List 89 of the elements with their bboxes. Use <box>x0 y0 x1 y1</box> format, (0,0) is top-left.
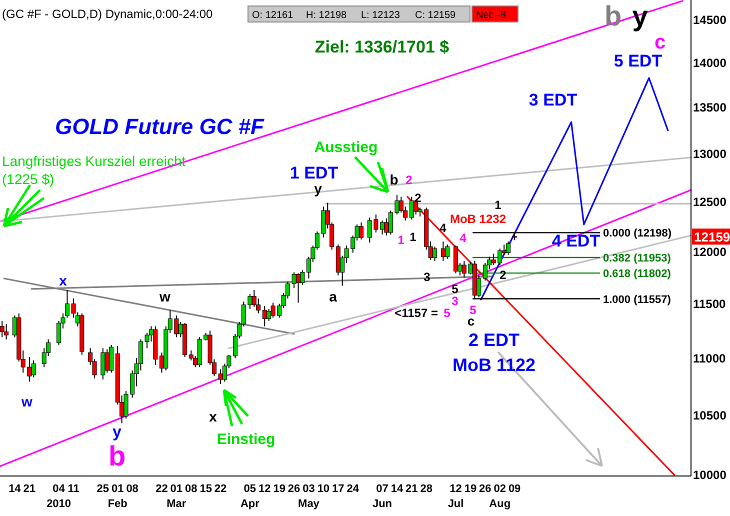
annotation: O: 12161 <box>252 10 294 21</box>
x-tick-label: 15 <box>200 483 212 495</box>
ref-line-label: 0.618 (11802) <box>603 268 672 280</box>
candlestick <box>104 348 110 374</box>
annotation: a <box>329 288 338 305</box>
y-tick-label: 11000 <box>693 351 726 366</box>
x-tick-label: 08 <box>126 483 138 495</box>
ref-line-label: 0.382 (11953) <box>603 252 672 265</box>
annotation: 3 <box>452 294 459 308</box>
annotation: w <box>20 394 33 410</box>
annotation: 5 <box>452 282 459 296</box>
x-tick-label: 19 <box>464 483 477 495</box>
y-tick-label: 14500 <box>693 13 727 28</box>
x-tick-label: 01 Feb <box>108 483 128 510</box>
candlestick <box>100 348 106 380</box>
annotation: GOLD Future GC #F <box>55 114 265 139</box>
x-tick-label: 28 <box>420 483 432 495</box>
annotation: 1 <box>494 198 502 212</box>
annotation: 5 <box>444 306 451 320</box>
x-tick-label: 22 <box>214 483 227 495</box>
x-tick-label: 14 <box>8 483 22 495</box>
x-tick-label: 24 <box>346 483 360 495</box>
y-tick-label: 13000 <box>693 146 727 161</box>
x-tick-label: 26 <box>479 483 492 495</box>
x-tick-label: 25 <box>96 483 110 495</box>
x-tick-label: 12 Jul <box>448 483 464 510</box>
x-tick-label: 21 <box>23 483 36 495</box>
annotation: (1225 $) <box>2 171 54 187</box>
annotation: 1 <box>398 233 405 248</box>
text: (GC #F - GOLD,D) Dynamic,0:00-24:00 <box>2 7 214 21</box>
candlestick <box>31 360 36 378</box>
y-tick-label: 14000 <box>693 56 727 70</box>
annotation: x <box>209 408 218 425</box>
candlestick <box>4 324 9 340</box>
x-tick-label: 26 <box>288 483 300 495</box>
candlestick <box>445 244 450 260</box>
x-tick-label: 19 <box>273 483 286 495</box>
annotation: MoB 1232 <box>450 212 506 226</box>
y-tick-label: 13500 <box>693 100 727 115</box>
annotation: 3 <box>424 270 431 284</box>
y-tick-label: 12000 <box>693 244 727 259</box>
annotation: 2 <box>406 173 413 188</box>
annotation: C: 12159 <box>415 10 456 21</box>
annotation: 3 EDT <box>528 90 578 110</box>
annotation: 5 EDT <box>614 51 663 70</box>
x-tick-label: 22 <box>156 483 168 495</box>
y-tick-label: 11500 <box>693 297 726 311</box>
x-tick-label: 01 Mar <box>166 483 187 510</box>
candlestick <box>109 344 114 374</box>
annotation: y <box>112 424 122 442</box>
x-tick-label: 14 <box>390 483 404 495</box>
candlestick <box>409 196 414 220</box>
annotation: b <box>390 172 398 188</box>
annotation: Einstieg <box>216 430 276 448</box>
ref-line-label: 0.000 (12198) <box>603 228 672 240</box>
annotation: L: 12123 <box>361 10 400 21</box>
x-tick-label: 07 Jun <box>372 483 392 510</box>
annotation: 2 EDT <box>468 330 520 350</box>
annotation: 1 <box>410 230 417 244</box>
annotation: Ausstieg <box>314 138 378 156</box>
annotation: <1157 = <box>394 306 438 320</box>
candlestick <box>0 320 4 338</box>
x-tick-label: 09 <box>508 483 521 495</box>
annotation: 4 <box>460 231 467 246</box>
annotation: 12159 <box>694 230 730 245</box>
x-tick-label: 12 <box>258 483 271 495</box>
annotation: b <box>108 440 126 472</box>
x-tick-label: 08 <box>185 483 198 495</box>
annotation: w <box>158 288 171 305</box>
annotation: MoB 1122 <box>452 354 536 375</box>
annotation: y <box>314 180 322 197</box>
x-tick-label: 05 Apr <box>240 483 260 510</box>
y-tick-label: 10500 <box>693 408 727 422</box>
ref-line-label: 1.000 (11557) <box>603 294 672 306</box>
annotation: x <box>59 272 68 289</box>
candlestick <box>262 305 267 327</box>
annotation: Net: -8 <box>476 10 506 21</box>
annotation: c <box>654 31 666 54</box>
annotation: Ziel: 1336/1701 $ <box>314 37 450 56</box>
y-tick-label: 12500 <box>693 194 727 209</box>
x-tick-label: 21 <box>406 483 418 495</box>
annotation: Langfristiges Kursziel erreicht <box>2 153 186 169</box>
annotation: H: 12198 <box>306 10 348 21</box>
annotation: 1 EDT <box>290 163 339 182</box>
x-tick-label: 17 <box>332 483 344 495</box>
annotation: 4 <box>440 221 447 236</box>
y-tick-label: 10000 <box>693 468 727 482</box>
x-tick-label: 10 <box>317 483 330 495</box>
x-tick-label: 11 <box>68 483 80 495</box>
